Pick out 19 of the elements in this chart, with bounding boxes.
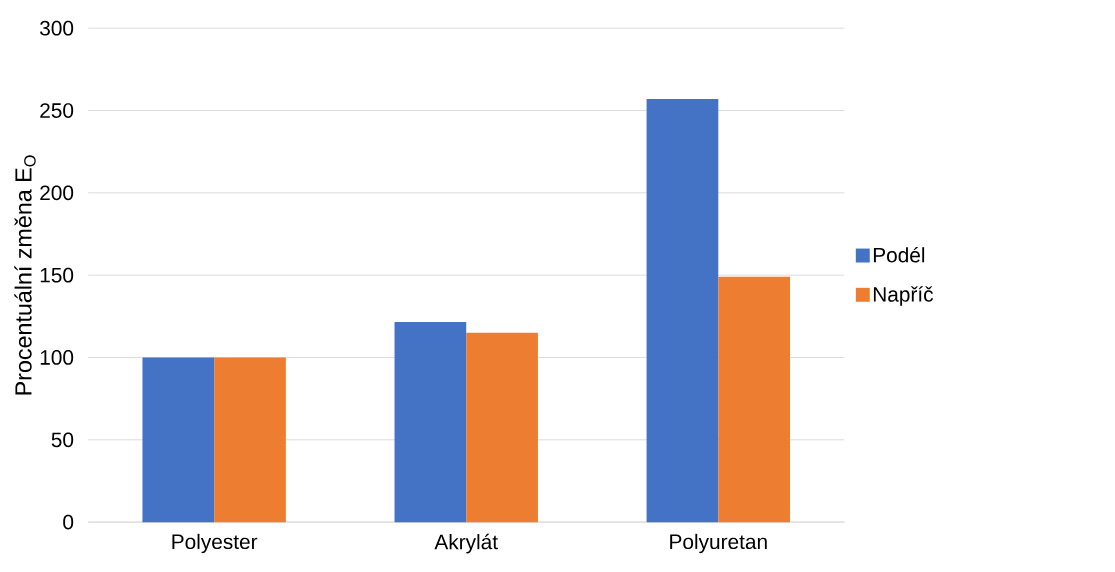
y-tick-label: 100	[40, 349, 74, 365]
x-tick-label: Polyester	[172, 533, 258, 554]
y-tick-label: 50	[51, 432, 74, 447]
y-tick-label: 0	[63, 514, 74, 530]
x-tick-label: Akrylát	[434, 533, 498, 554]
legend-label: Napříč	[873, 286, 934, 306]
bar	[466, 332, 538, 522]
y-tick-label: 150	[40, 267, 74, 283]
bar	[718, 276, 790, 522]
x-tick-label: Polyuretan	[670, 533, 767, 554]
y-tick-label: 300	[40, 20, 74, 36]
bar	[646, 98, 719, 522]
bar	[394, 321, 467, 522]
bar	[214, 357, 286, 522]
y-tick-label: 200	[40, 185, 74, 201]
y-tick-label: 250	[40, 102, 74, 118]
legend-label: Podél	[873, 246, 925, 263]
y-axis-title: Procentuální změna E$_{O}$	[14, 155, 36, 395]
bar	[142, 357, 215, 522]
